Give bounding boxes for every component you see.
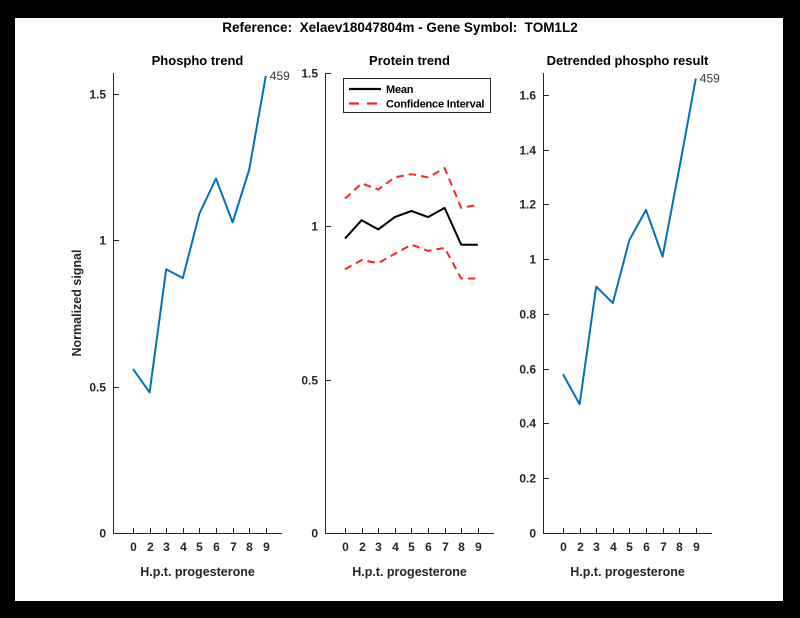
y-tick-label: 1.4: [519, 144, 536, 158]
y-tick-label: 0.8: [519, 308, 536, 322]
x-tick-label: 3: [375, 540, 382, 554]
x-tick-label: 2: [359, 540, 366, 554]
y-tick-label: 1.5: [301, 67, 318, 81]
axes-lines: [113, 73, 282, 534]
figure-canvas: [15, 18, 783, 601]
subplot-detrended-phospho-result: 00.20.40.60.811.21.41.60 2 3 4 5 6 7 8 9Detrende…: [519, 53, 720, 579]
x-tick-label: 3: [593, 540, 600, 554]
axes-lines: [325, 73, 494, 534]
legend-label: Confidence Interval: [386, 99, 484, 111]
legend-box: [343, 78, 491, 113]
x-tick-label: 0: [560, 540, 567, 554]
y-tick-label: 1.6: [519, 89, 536, 103]
x-axis-label: H.p.t. progesterone: [140, 565, 255, 579]
x-tick-label: 8: [246, 540, 253, 554]
x-tick-label: 2: [577, 540, 584, 554]
y-tick-label: 0.6: [519, 363, 536, 377]
series-end-label: 459: [700, 71, 720, 85]
y-tick-label: 1.2: [519, 198, 536, 212]
x-axis-label: H.p.t. progesterone: [570, 565, 685, 579]
x-tick-label: 9: [263, 540, 270, 554]
x-tick-label: 8: [458, 540, 465, 554]
subplot-title: Detrended phospho result: [547, 53, 709, 68]
axes-lines: [543, 73, 712, 534]
legend-label: Mean: [386, 84, 414, 96]
x-tick-label: 0: [130, 540, 137, 554]
figure-title: Reference: Xelaev18047804m - Gene Symbol…: [222, 20, 578, 35]
x-tick-label: 3: [163, 540, 170, 554]
subplot-title: Protein trend: [369, 53, 450, 68]
legend: Mean Confidence Interval: [343, 78, 491, 113]
series-line-confidence-interval-upper-: [344, 167, 478, 209]
series-end-label: 459: [270, 69, 290, 83]
y-tick-label: 1: [99, 234, 106, 248]
y-tick-label: 0.2: [519, 472, 536, 486]
y-tick-label: 0: [311, 527, 318, 541]
series-line-459: [132, 75, 267, 394]
x-tick-label: 5: [626, 540, 633, 554]
x-tick-label: 7: [660, 540, 667, 554]
x-tick-label: 5: [196, 540, 203, 554]
y-tick-label: 0: [99, 527, 106, 541]
y-tick-label: 0: [529, 527, 536, 541]
x-tick-label: 6: [213, 540, 220, 554]
x-tick-label: 6: [643, 540, 650, 554]
x-tick-label: 0: [342, 540, 349, 554]
y-tick-label: 0.5: [301, 374, 318, 388]
series-line-confidence-interval-lower-: [344, 243, 478, 280]
subplot-title: Phospho trend: [152, 53, 244, 68]
x-tick-label: 9: [475, 540, 482, 554]
y-tick-label: 0.5: [89, 381, 106, 395]
x-tick-label: 5: [408, 540, 415, 554]
series-line-mean: [344, 206, 478, 246]
x-tick-label: 4: [610, 540, 617, 554]
y-axis-label: Normalized signal: [70, 250, 84, 357]
x-tick-label: 8: [676, 540, 683, 554]
x-tick-label: 9: [693, 540, 700, 554]
x-axis-label: H.p.t. progesterone: [352, 565, 467, 579]
x-tick-label: 4: [180, 540, 187, 554]
y-tick-label: 1: [311, 220, 318, 234]
y-tick-label: 1.5: [89, 88, 106, 102]
x-tick-label: 7: [230, 540, 237, 554]
x-tick-label: 4: [392, 540, 399, 554]
series-line-459: [562, 78, 697, 406]
x-tick-label: 6: [425, 540, 432, 554]
y-tick-label: 0.4: [519, 417, 536, 431]
x-tick-label: 2: [147, 540, 154, 554]
y-tick-label: 1: [529, 253, 536, 267]
x-tick-label: 7: [442, 540, 449, 554]
